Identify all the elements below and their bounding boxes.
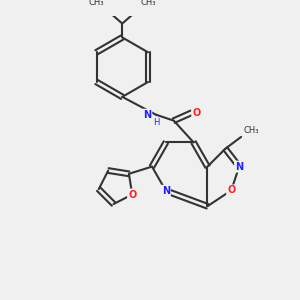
Text: N: N xyxy=(235,162,243,172)
Text: N: N xyxy=(143,110,151,120)
Text: H: H xyxy=(153,118,159,127)
Text: CH₃: CH₃ xyxy=(244,126,260,135)
Text: CH₃: CH₃ xyxy=(89,0,104,7)
Text: O: O xyxy=(227,185,236,195)
Text: CH₃: CH₃ xyxy=(140,0,156,7)
Text: O: O xyxy=(192,108,200,118)
Text: O: O xyxy=(128,190,136,200)
Text: N: N xyxy=(162,186,170,196)
